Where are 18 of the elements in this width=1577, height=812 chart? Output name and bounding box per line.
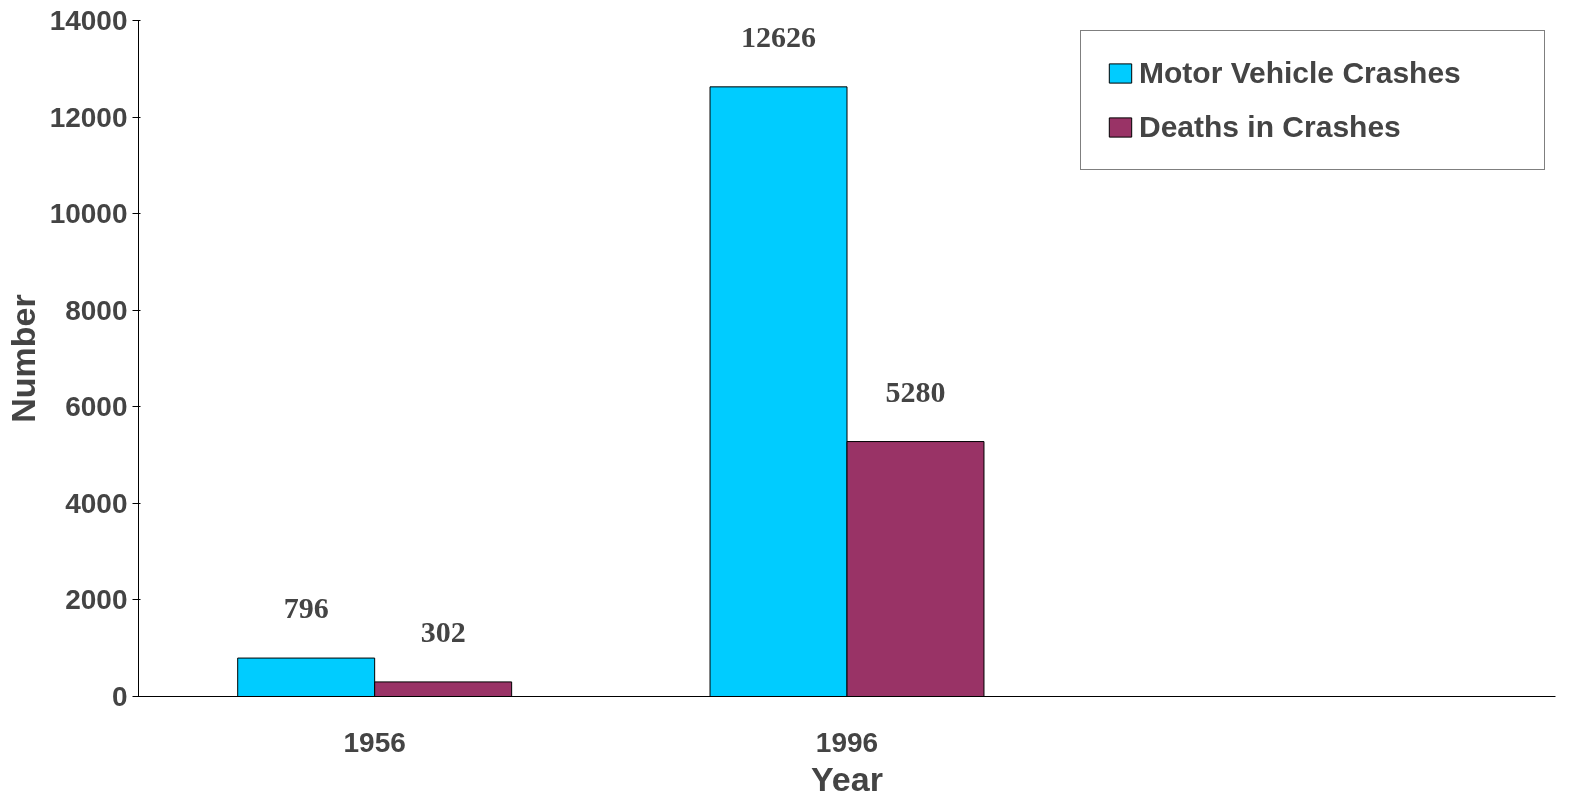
legend-label: Deaths in Crashes: [1139, 110, 1402, 144]
y-tick-label: 4000: [65, 487, 128, 519]
y-tick-label: 14000: [49, 5, 128, 36]
y-tick-label: 12000: [49, 101, 128, 133]
y-tick-label: 2000: [65, 584, 128, 616]
y-tick-label: 10000: [49, 198, 128, 230]
x-tick-label: 1996: [815, 726, 879, 758]
legend-label: Motor Vehicle Crashes: [1139, 56, 1462, 90]
data-label: 796: [283, 591, 329, 625]
x-tick-label: 1956: [343, 726, 406, 758]
data-label: 5280: [885, 374, 946, 408]
x-axis-title: Year: [811, 759, 883, 798]
data-label: 12626: [741, 19, 817, 53]
y-axis-title: Number: [3, 294, 42, 423]
data-label: 302: [420, 614, 466, 648]
y-tick-label: 0: [111, 681, 128, 712]
y-tick-label: 8000: [65, 294, 128, 326]
y-tick-label: 6000: [65, 391, 128, 423]
